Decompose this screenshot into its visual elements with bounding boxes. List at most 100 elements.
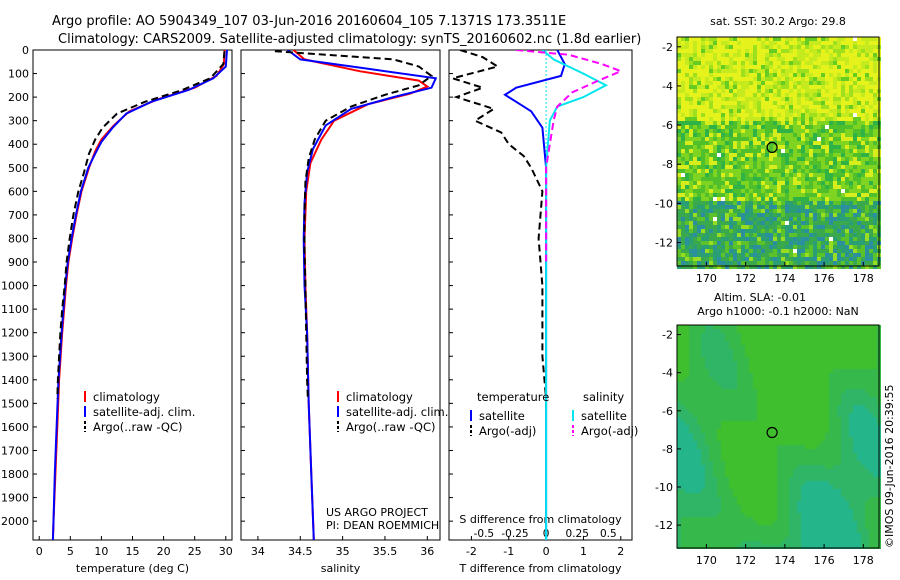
map-pixel — [725, 433, 729, 437]
map-pixel — [761, 149, 765, 153]
temperature-xlabel: temperature (deg C) — [76, 562, 189, 575]
map-pixel — [793, 461, 797, 465]
map-pixel — [869, 365, 873, 369]
map-pixel — [721, 341, 725, 345]
map-pixel — [869, 253, 873, 257]
map-pixel — [805, 97, 809, 101]
map-pixel — [809, 389, 813, 393]
map-pixel — [833, 233, 837, 237]
map-pixel — [773, 77, 777, 81]
map-pixel — [701, 385, 705, 389]
map-pixel — [745, 193, 749, 197]
map-pixel — [745, 69, 749, 73]
map-pixel — [845, 405, 849, 409]
map-pixel — [873, 205, 877, 209]
map-pixel — [701, 325, 705, 329]
map-pixel — [721, 93, 725, 97]
map-pixel — [685, 129, 689, 133]
map-pixel — [685, 441, 689, 445]
map-pixel — [721, 397, 725, 401]
map-pixel — [825, 161, 829, 165]
map-pixel — [709, 193, 713, 197]
map-pixel — [753, 445, 757, 449]
map-pixel — [789, 61, 793, 65]
map-pixel — [821, 161, 825, 165]
map-pixel — [857, 225, 861, 229]
map-pixel — [865, 53, 869, 57]
map-pixel — [857, 365, 861, 369]
map-pixel — [709, 249, 713, 253]
map-pixel — [681, 213, 685, 217]
map-pixel — [741, 81, 745, 85]
map-pixel — [845, 369, 849, 373]
map-pixel — [825, 333, 829, 337]
map-pixel — [809, 121, 813, 125]
map-pixel — [689, 145, 693, 149]
map-pixel — [761, 85, 765, 89]
map-pixel — [685, 241, 689, 245]
map-pixel — [733, 141, 737, 145]
map-pixel — [865, 189, 869, 193]
map-pixel — [825, 105, 829, 109]
map-pixel — [805, 81, 809, 85]
map-pixel — [713, 393, 717, 397]
map-pixel — [873, 429, 877, 433]
map-pixel — [801, 453, 805, 457]
map-pixel — [857, 333, 861, 337]
map-pixel — [833, 197, 837, 201]
map-pixel — [749, 109, 753, 113]
map-pixel — [777, 117, 781, 121]
map-pixel — [829, 101, 833, 105]
map-pixel — [689, 181, 693, 185]
map-pixel — [797, 333, 801, 337]
map-pixel — [685, 413, 689, 417]
map-pixel — [809, 329, 813, 333]
map-pixel — [777, 209, 781, 213]
map-pixel — [841, 265, 845, 269]
map-pixel — [701, 221, 705, 225]
map-pixel — [737, 365, 741, 369]
map-pixel — [841, 185, 845, 189]
map-pixel — [745, 169, 749, 173]
map-pixel — [841, 193, 845, 197]
map-pixel — [849, 41, 853, 45]
map-pixel — [813, 181, 817, 185]
map-pixel — [777, 197, 781, 201]
map-pixel — [865, 57, 869, 61]
map-pixel — [785, 129, 789, 133]
map-pixel — [841, 393, 845, 397]
map-pixel — [709, 405, 713, 409]
map-pixel — [857, 461, 861, 465]
map-pixel — [813, 373, 817, 377]
map-pixel — [817, 53, 821, 57]
map-pixel — [845, 465, 849, 469]
map-pixel — [849, 137, 853, 141]
map-pixel — [689, 397, 693, 401]
map-pixel — [769, 413, 773, 417]
map-pixel — [749, 77, 753, 81]
map-pixel — [769, 153, 773, 157]
map-pixel — [737, 349, 741, 353]
temperature-xtick-label: 0 — [36, 545, 43, 558]
map-pixel — [821, 89, 825, 93]
map-pixel — [713, 77, 717, 81]
map-pixel — [697, 177, 701, 181]
map-pixel — [861, 181, 865, 185]
map-pixel — [733, 165, 737, 169]
map-pixel — [741, 61, 745, 65]
map-pixel — [765, 373, 769, 377]
map-pixel — [785, 133, 789, 137]
map-pixel — [773, 125, 777, 129]
map-pixel — [721, 441, 725, 445]
map-pixel — [705, 461, 709, 465]
map-pixel — [761, 161, 765, 165]
map-pixel — [833, 69, 837, 73]
map-pixel — [685, 397, 689, 401]
map-pixel — [765, 105, 769, 109]
map-pixel — [721, 109, 725, 113]
map-pixel — [705, 105, 709, 109]
map-pixel — [869, 117, 873, 121]
map-pixel — [797, 141, 801, 145]
map-pixel — [753, 333, 757, 337]
map-pixel — [873, 461, 877, 465]
